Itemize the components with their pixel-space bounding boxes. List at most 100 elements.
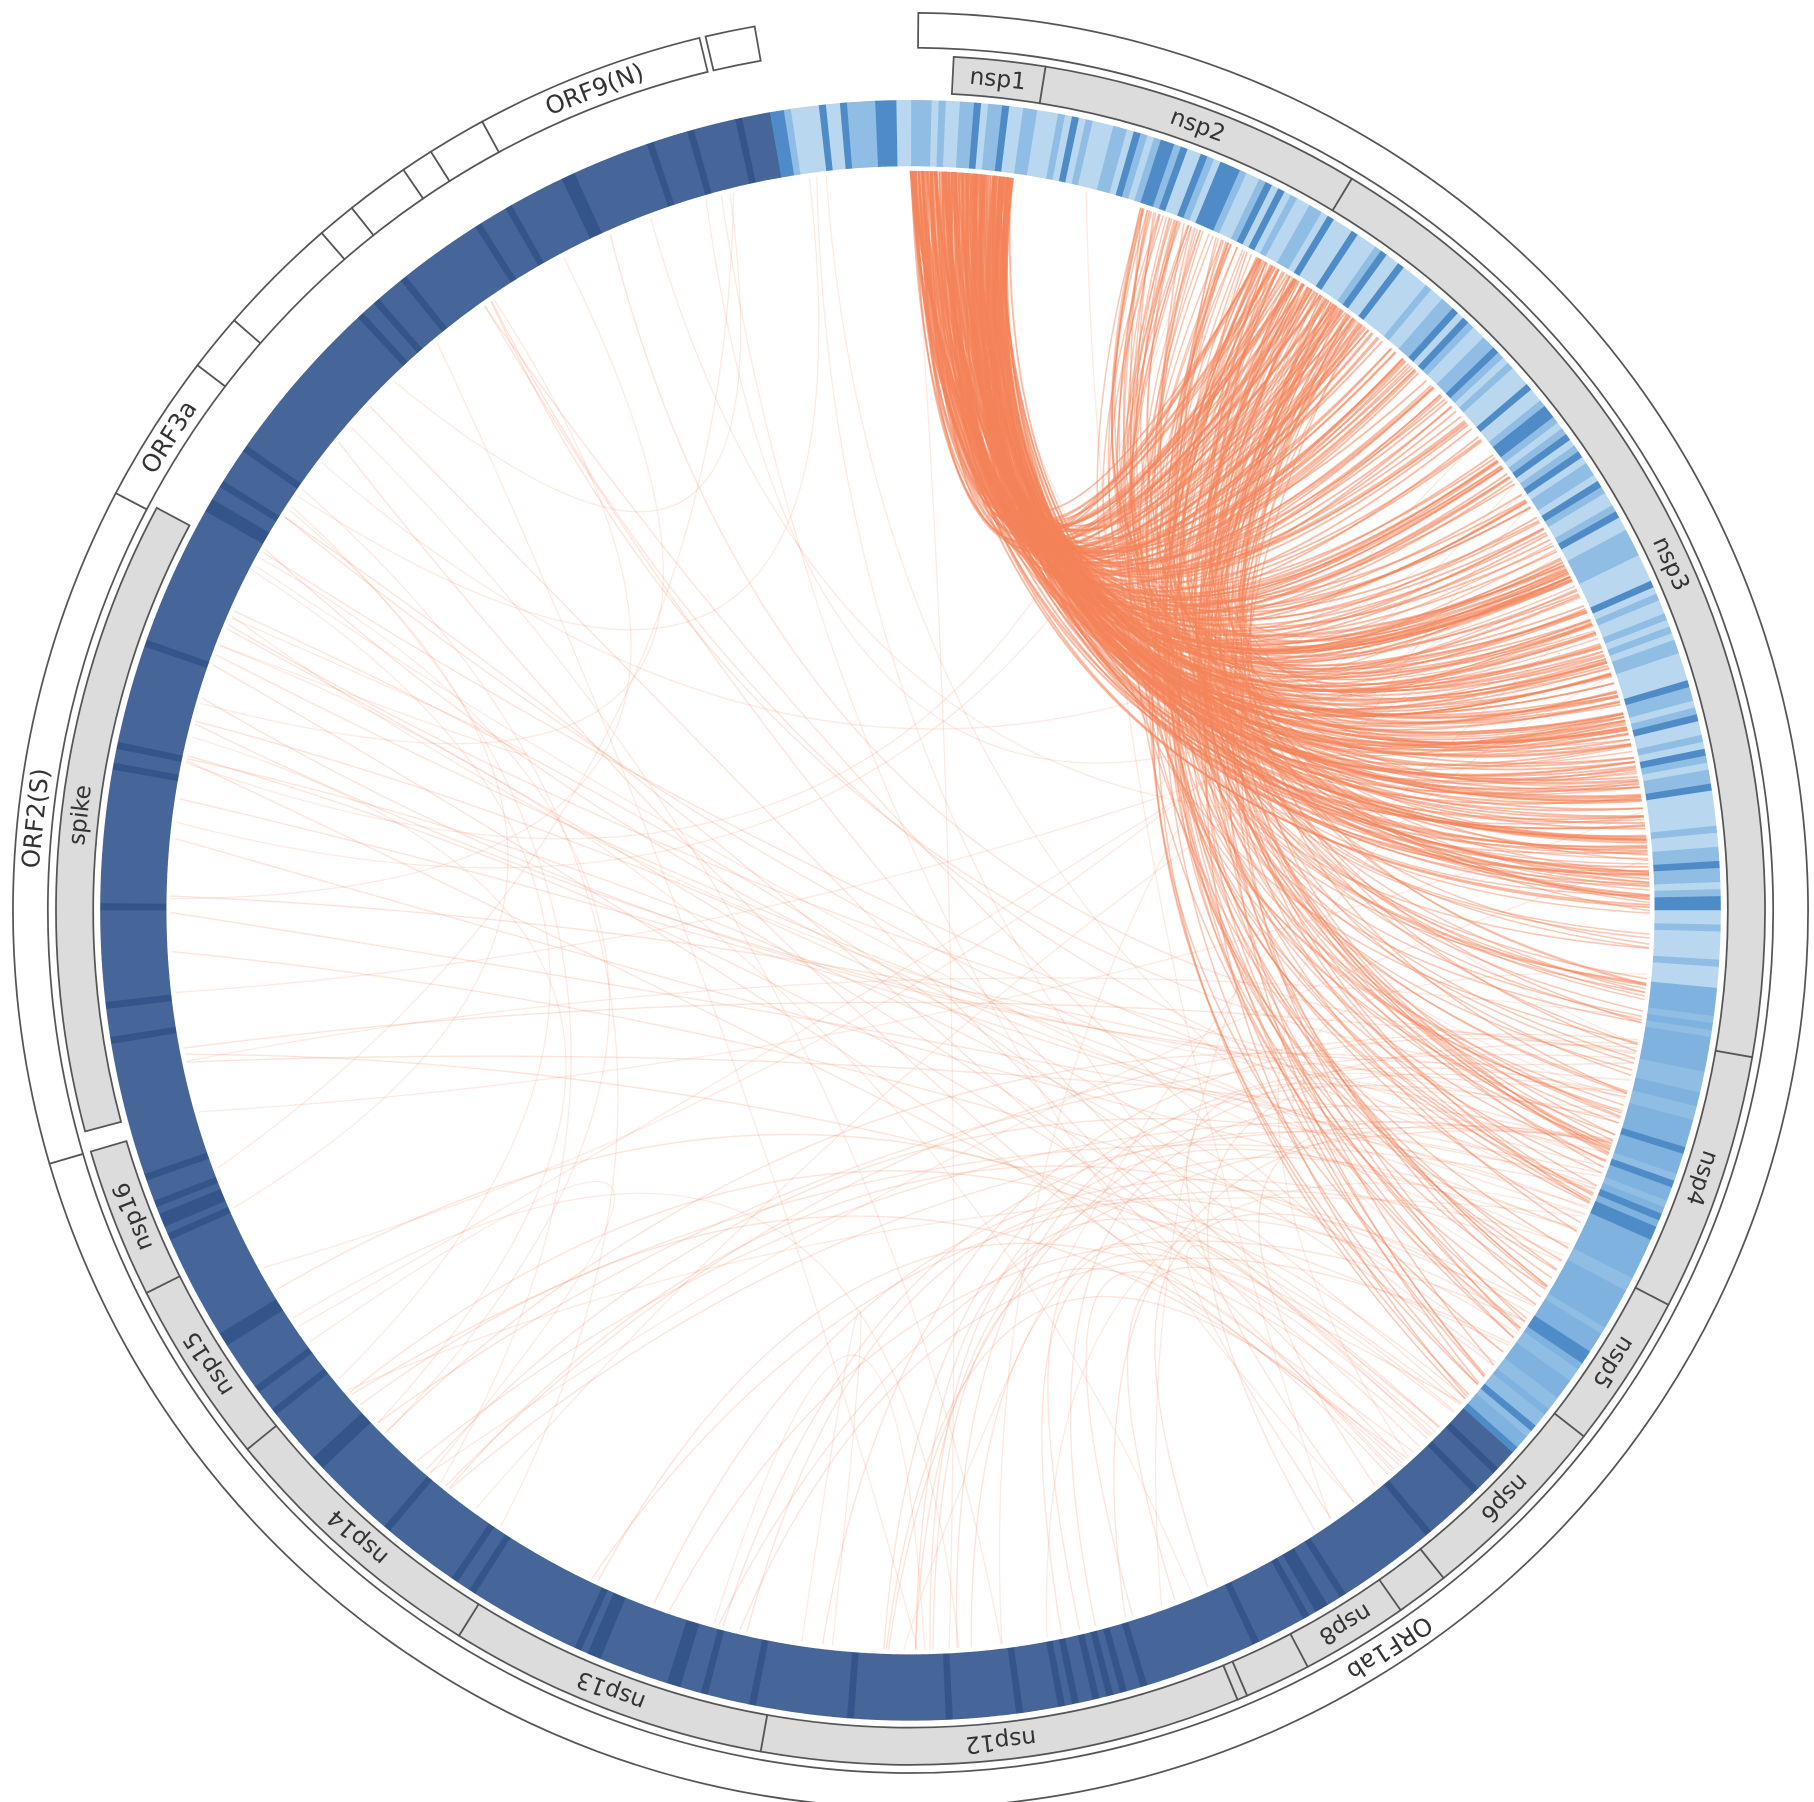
ring-segment — [1584, 1218, 1648, 1254]
ring-segment — [234, 1320, 294, 1364]
ring-segment — [1512, 1342, 1571, 1388]
ring-segment — [1576, 1236, 1639, 1273]
chord — [963, 172, 1638, 1046]
chord — [998, 438, 1481, 1645]
ring-segment — [994, 1648, 1010, 1716]
chord — [1214, 324, 1624, 750]
ring-segment — [1484, 394, 1541, 443]
chord — [1216, 290, 1596, 681]
ring-segment — [100, 929, 167, 939]
ring-segment — [1383, 285, 1432, 341]
ring-segment — [541, 1572, 579, 1636]
ring-segment — [968, 102, 982, 170]
ring-segment — [1259, 1564, 1298, 1627]
chord — [351, 1144, 1596, 1396]
ring-segment — [1368, 1492, 1415, 1550]
ring-segment — [755, 113, 776, 180]
chord — [369, 405, 1405, 1462]
ring-segment — [322, 1422, 376, 1474]
chord — [194, 723, 1628, 1092]
chord — [1178, 290, 1557, 1271]
ring-segment — [1247, 1570, 1285, 1633]
ring-segment — [639, 143, 669, 209]
ring-segment — [734, 1636, 756, 1703]
chord — [1206, 1073, 1627, 1530]
ring-segment — [383, 1475, 433, 1532]
ring-segment — [839, 102, 853, 170]
ring-segment — [1219, 172, 1254, 237]
chord — [1069, 1105, 1611, 1627]
ring-segment — [1480, 389, 1537, 438]
ring-segment — [104, 987, 172, 1003]
chord — [429, 858, 1649, 1473]
ring-segment — [1642, 762, 1709, 782]
chord — [1221, 304, 1568, 649]
ring-segment — [137, 659, 204, 687]
chord — [1198, 302, 1648, 855]
ring-segment — [411, 1496, 458, 1554]
chord — [1085, 192, 1331, 1520]
chord — [1231, 298, 1619, 719]
chord — [302, 489, 619, 1527]
chord — [337, 441, 1408, 1459]
ring-segment — [493, 211, 534, 273]
chord — [1198, 279, 1628, 1095]
ring-segment — [347, 1445, 399, 1499]
ring-segment — [1331, 242, 1376, 302]
ring-segment — [242, 1331, 301, 1376]
chord — [1174, 237, 1610, 1155]
ring-segment — [555, 178, 591, 242]
chord — [216, 654, 1589, 1208]
ring-segment — [125, 699, 192, 725]
chord — [1129, 208, 1485, 1378]
ring-segment — [1554, 505, 1617, 545]
chord — [883, 1084, 1619, 1650]
ring-segment — [1654, 896, 1721, 905]
ring-segment — [646, 1613, 675, 1679]
ring-segment — [1530, 463, 1591, 506]
ring-segment — [1342, 250, 1388, 309]
chord — [1190, 310, 1594, 1195]
chord — [970, 1218, 1526, 1648]
ring-segment — [1001, 106, 1017, 173]
ring-segment — [1652, 955, 1720, 968]
ring-segment — [1590, 580, 1654, 615]
ring-segment — [405, 1492, 453, 1549]
chord — [1180, 258, 1647, 980]
ring-segment — [1508, 428, 1567, 474]
ring-segment — [949, 101, 961, 168]
chord — [233, 509, 509, 1209]
chord — [1226, 304, 1621, 729]
ring-segment — [1140, 139, 1169, 205]
ring-segment — [378, 1471, 428, 1527]
ring-segment — [548, 181, 585, 245]
ring-segment — [347, 322, 399, 376]
chord — [1110, 207, 1570, 642]
ring-segment — [988, 104, 1003, 172]
chord — [1108, 215, 1571, 667]
ring-segment — [108, 1019, 176, 1038]
chord — [176, 251, 1248, 869]
ring-segment — [1557, 1271, 1620, 1310]
ring-segment — [783, 1645, 801, 1712]
ring-segment — [1500, 1358, 1558, 1405]
ring-segment — [1145, 1613, 1175, 1679]
ring-segment — [303, 367, 358, 418]
chord — [821, 1037, 1637, 1645]
ring-segment — [439, 246, 485, 305]
ring-segment — [450, 1523, 495, 1583]
ring-segment — [1326, 238, 1371, 298]
ring-segment — [839, 1651, 853, 1719]
chord — [966, 173, 1642, 802]
ring-segment — [352, 1449, 404, 1503]
ring-segment — [1638, 741, 1705, 763]
chord — [1200, 283, 1640, 796]
chord — [1183, 261, 1602, 694]
chord — [1208, 259, 1650, 912]
ring-segment — [191, 1253, 254, 1291]
ring-segment — [1576, 548, 1640, 585]
ring-segment — [1646, 1013, 1713, 1031]
ring-segment — [169, 1212, 234, 1247]
ring-segment — [1109, 129, 1135, 196]
chord — [1148, 246, 1470, 1396]
